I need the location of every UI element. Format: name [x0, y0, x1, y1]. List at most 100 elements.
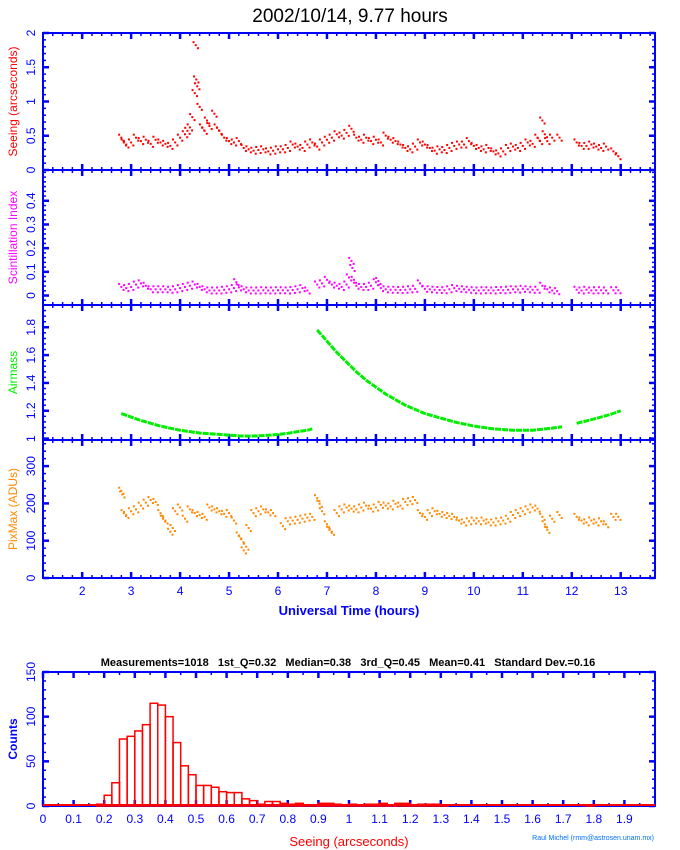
- data-point: [435, 513, 438, 516]
- data-point: [205, 518, 208, 521]
- data-point: [387, 135, 390, 138]
- data-point: [127, 290, 130, 293]
- data-point: [167, 285, 170, 288]
- data-point: [195, 515, 198, 518]
- data-point: [345, 283, 348, 286]
- data-point: [577, 291, 580, 294]
- data-point: [286, 146, 289, 149]
- data-point: [289, 140, 292, 143]
- data-point: [242, 146, 245, 149]
- data-point: [543, 133, 546, 136]
- histogram-bar: [271, 800, 281, 807]
- data-point: [580, 289, 583, 292]
- data-point: [213, 112, 216, 115]
- data-point: [299, 284, 302, 287]
- histogram-bar: [134, 730, 144, 807]
- data-point: [151, 502, 154, 505]
- x-tick-label: 1.6: [524, 812, 541, 826]
- histogram-bar: [118, 738, 128, 807]
- data-point: [318, 502, 321, 505]
- data-point: [386, 507, 389, 510]
- data-point: [475, 292, 478, 295]
- x-tick-label: 10: [467, 584, 481, 598]
- plot-frame: [42, 439, 656, 579]
- data-point: [191, 116, 194, 119]
- data-point: [321, 141, 324, 144]
- histogram-bar: [440, 804, 450, 807]
- data-point: [277, 148, 280, 151]
- y-axis-label-seeing: Seeing (arcseconds): [6, 46, 20, 156]
- data-point: [465, 524, 468, 527]
- data-point: [174, 141, 177, 144]
- x-tick-label: 6: [275, 584, 282, 598]
- data-point: [602, 149, 605, 152]
- data-point: [188, 132, 191, 135]
- data-point: [433, 288, 436, 291]
- data-point: [238, 535, 241, 538]
- data-point: [135, 508, 138, 511]
- data-point: [240, 143, 243, 146]
- y-tick-label: 0.4: [24, 192, 38, 209]
- data-point: [342, 511, 345, 514]
- data-point: [347, 134, 350, 137]
- data-point: [249, 151, 252, 154]
- data-point: [414, 499, 417, 502]
- data-point: [257, 149, 260, 152]
- data-point: [218, 129, 221, 132]
- data-point: [196, 47, 199, 50]
- data-point: [203, 515, 206, 518]
- data-point: [257, 289, 260, 292]
- data-point: [512, 513, 515, 516]
- data-point: [401, 146, 404, 149]
- plot-frame: [42, 32, 656, 171]
- data-point: [544, 285, 547, 288]
- data-point: [240, 285, 243, 288]
- data-point: [615, 512, 618, 515]
- data-point: [254, 152, 257, 155]
- data-point: [318, 138, 321, 141]
- data-point: [487, 146, 490, 149]
- data-point: [617, 289, 620, 292]
- x-tick-label: 0.3: [126, 812, 143, 826]
- data-point: [338, 282, 341, 285]
- data-point: [200, 288, 203, 291]
- data-point: [509, 285, 512, 288]
- data-point: [406, 149, 409, 152]
- x-tick-label: 7: [324, 584, 331, 598]
- data-point: [223, 512, 226, 515]
- data-point: [316, 283, 319, 286]
- data-point: [181, 130, 184, 133]
- data-point: [166, 522, 169, 525]
- data-point: [240, 546, 243, 549]
- x-axis-label-seeing: Seeing (arcseconds): [289, 834, 408, 849]
- data-point: [179, 136, 182, 139]
- data-point: [509, 520, 512, 523]
- data-point: [399, 143, 402, 146]
- data-point: [445, 292, 448, 295]
- data-point: [193, 512, 196, 515]
- y-tick-label: 300: [24, 456, 38, 476]
- data-point: [460, 146, 463, 149]
- y-tick-label: 0.5: [24, 127, 38, 144]
- data-point: [352, 262, 355, 265]
- data-point: [490, 147, 493, 150]
- data-point: [387, 502, 390, 505]
- data-point: [265, 286, 268, 289]
- data-point: [407, 145, 409, 148]
- data-point: [252, 289, 255, 292]
- data-point: [122, 512, 125, 515]
- data-point: [435, 152, 438, 155]
- data-point: [617, 515, 620, 518]
- data-point: [281, 525, 284, 528]
- data-point: [250, 509, 253, 512]
- data-point: [615, 152, 618, 155]
- data-point: [372, 510, 375, 513]
- data-point: [553, 287, 556, 290]
- data-point: [519, 284, 522, 287]
- data-point: [120, 138, 123, 141]
- data-point: [318, 286, 321, 289]
- data-point: [176, 133, 179, 136]
- data-point: [216, 507, 219, 510]
- data-point: [377, 138, 380, 141]
- data-point: [347, 509, 350, 512]
